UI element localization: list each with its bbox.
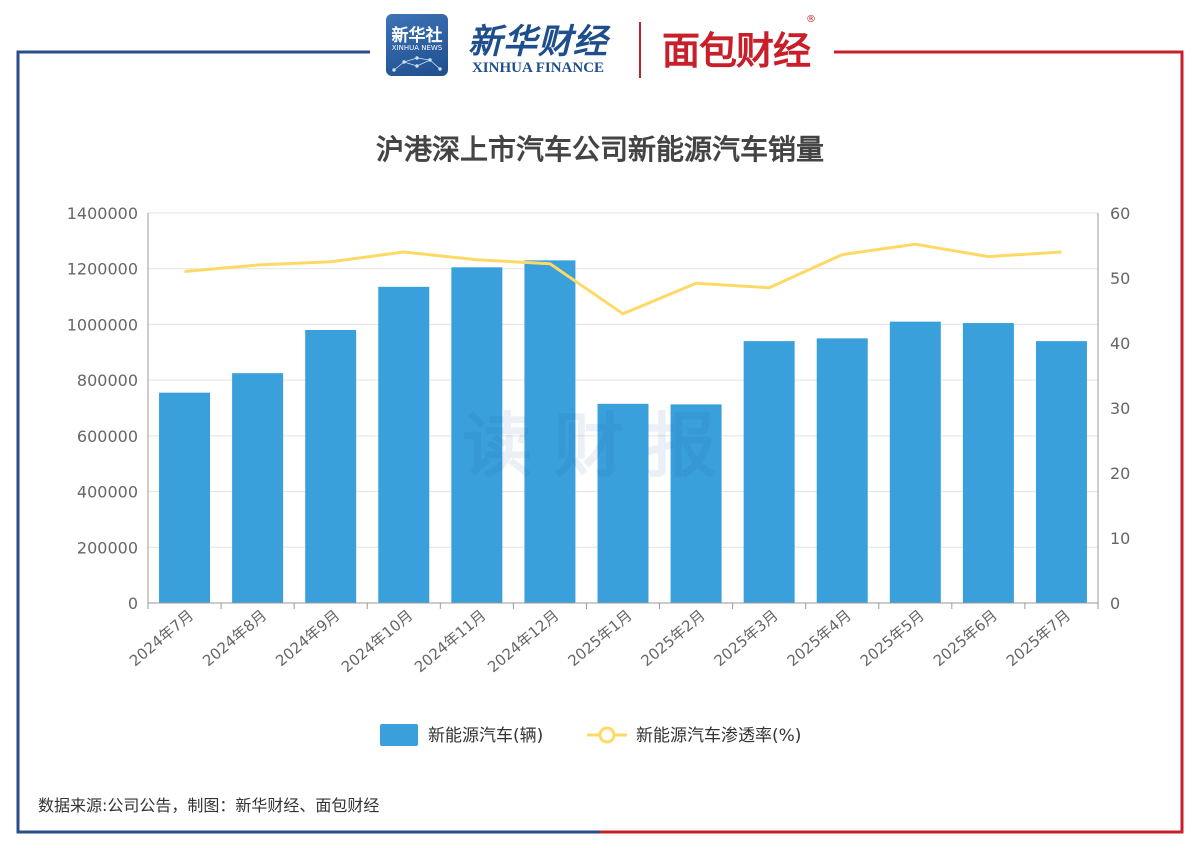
chart-title: 沪港深上市汽车公司新能源汽车销量 bbox=[375, 133, 824, 166]
bar bbox=[451, 267, 503, 603]
bar bbox=[889, 321, 941, 603]
y-left-tick-label: 1200000 bbox=[67, 260, 138, 279]
frame-right bbox=[600, 50, 1184, 834]
y-left-tick-label: 0 bbox=[128, 594, 138, 613]
legend-line-label: 新能源汽车渗透率(%) bbox=[636, 726, 801, 746]
y-left-tick-label: 1000000 bbox=[67, 315, 138, 334]
xinhua-finance-logo-cn: 新华财经 bbox=[468, 22, 608, 62]
bar bbox=[1035, 341, 1087, 603]
y-left-tick-label: 1400000 bbox=[67, 204, 138, 223]
bar bbox=[597, 403, 649, 603]
x-tick-label: 2025年7月 bbox=[1003, 606, 1074, 670]
xinhua-finance-logo-en: XINHUA FINANCE bbox=[471, 60, 605, 76]
x-tick-label: 2024年7月 bbox=[126, 606, 197, 670]
x-tick-label: 2024年9月 bbox=[272, 606, 343, 670]
y-left-tick-label: 600000 bbox=[77, 427, 138, 446]
y-right-tick-label: 20 bbox=[1110, 464, 1130, 483]
x-tick-label: 2025年2月 bbox=[638, 606, 709, 670]
bar bbox=[305, 330, 357, 603]
xinhua-news-logo: 新华社 XINHUA NEWS bbox=[386, 14, 448, 76]
frame-left bbox=[16, 50, 600, 834]
legend-bar-label: 新能源汽车(辆) bbox=[428, 726, 543, 746]
bar bbox=[232, 373, 284, 603]
x-tick-label: 2024年10月 bbox=[338, 606, 416, 676]
bar bbox=[962, 323, 1014, 603]
y-left-tick-label: 800000 bbox=[77, 371, 138, 390]
bar bbox=[378, 286, 430, 603]
legend-line-marker bbox=[598, 726, 616, 744]
x-tick-label: 2025年5月 bbox=[857, 606, 928, 670]
mianbao-logo: 面包财经 bbox=[662, 29, 811, 73]
x-tick-label: 2024年12月 bbox=[484, 606, 562, 676]
y-right-tick-label: 50 bbox=[1110, 269, 1130, 288]
x-tick-label: 2024年8月 bbox=[199, 606, 270, 670]
bar bbox=[816, 338, 868, 603]
source-note: 数据来源:公司公告，制图：新华财经、面包财经 bbox=[38, 796, 380, 815]
penetration-line bbox=[184, 242, 1062, 316]
watermark: 读财报 bbox=[462, 405, 738, 487]
bar bbox=[159, 392, 211, 603]
y-left-tick-label: 200000 bbox=[77, 538, 138, 557]
x-tick-label: 2025年4月 bbox=[784, 606, 855, 670]
y-right-tick-label: 40 bbox=[1110, 334, 1130, 353]
bar bbox=[524, 260, 576, 603]
y-right-tick-label: 0 bbox=[1110, 594, 1120, 613]
y-left-tick-label: 400000 bbox=[77, 483, 138, 502]
y-right-tick-label: 60 bbox=[1110, 204, 1130, 223]
x-tick-label: 2025年1月 bbox=[564, 606, 635, 670]
network-icon bbox=[392, 56, 442, 72]
xinhua-logo-subtext: XINHUA NEWS bbox=[391, 44, 443, 52]
legend-bar-swatch bbox=[380, 724, 418, 746]
registered-mark: ® bbox=[806, 14, 816, 25]
bar bbox=[743, 341, 795, 603]
y-right-tick-label: 30 bbox=[1110, 399, 1130, 418]
x-tick-label: 2025年3月 bbox=[711, 606, 782, 670]
xinhua-logo-text: 新华社 bbox=[391, 26, 443, 46]
y-right-tick-label: 10 bbox=[1110, 529, 1130, 548]
bar bbox=[670, 404, 722, 603]
x-tick-label: 2025年6月 bbox=[930, 606, 1001, 670]
x-tick-label: 2024年11月 bbox=[411, 606, 489, 676]
